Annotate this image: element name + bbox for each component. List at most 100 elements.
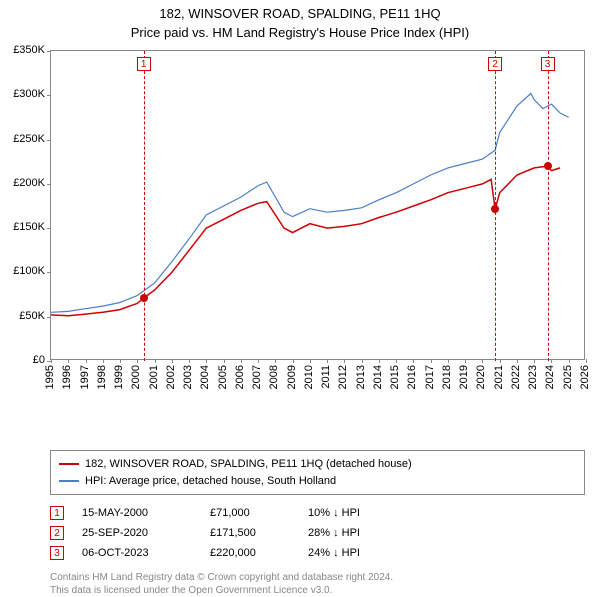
x-tick <box>431 359 432 363</box>
event-dot <box>544 162 552 170</box>
y-axis-label: £100K <box>0 265 45 277</box>
y-axis-label: £150K <box>0 221 45 233</box>
event-price: £220,000 <box>210 547 290 559</box>
x-axis-label: 2004 <box>199 365 211 389</box>
x-tick <box>517 359 518 363</box>
hpi-line <box>51 94 569 313</box>
legend-row: 182, WINSOVER ROAD, SPALDING, PE11 1HQ (… <box>59 456 576 473</box>
y-tick <box>47 317 51 318</box>
x-axis-label: 2019 <box>458 365 470 389</box>
x-tick <box>68 359 69 363</box>
x-tick <box>275 359 276 363</box>
event-row: 306-OCT-2023£220,00024% ↓ HPI <box>50 543 585 563</box>
legend-swatch <box>59 480 79 482</box>
event-marker-box: 3 <box>541 57 555 71</box>
y-axis-label: £0 <box>0 354 45 366</box>
x-tick <box>551 359 552 363</box>
x-axis-label: 2020 <box>475 365 487 389</box>
x-tick <box>103 359 104 363</box>
x-tick <box>137 359 138 363</box>
event-dot <box>491 205 499 213</box>
footer-line-2: This data is licensed under the Open Gov… <box>50 584 585 597</box>
x-axis-label: 2005 <box>217 365 229 389</box>
x-axis-label: 1996 <box>61 365 73 389</box>
x-tick <box>172 359 173 363</box>
x-tick <box>189 359 190 363</box>
event-marker-inline: 2 <box>50 526 64 540</box>
x-axis-label: 2007 <box>251 365 263 389</box>
plot-region: 123 <box>50 50 585 360</box>
y-axis-label: £250K <box>0 133 45 145</box>
x-tick <box>569 359 570 363</box>
x-axis-label: 1998 <box>96 365 108 389</box>
title-subtitle: Price paid vs. HM Land Registry's House … <box>0 25 600 42</box>
x-tick <box>86 359 87 363</box>
x-tick <box>465 359 466 363</box>
x-tick <box>258 359 259 363</box>
x-tick <box>534 359 535 363</box>
y-axis-label: £300K <box>0 88 45 100</box>
x-axis-label: 2023 <box>527 365 539 389</box>
x-axis-label: 2001 <box>148 365 160 389</box>
x-tick <box>344 359 345 363</box>
x-tick <box>310 359 311 363</box>
x-tick <box>448 359 449 363</box>
x-tick <box>51 359 52 363</box>
footer-attribution: Contains HM Land Registry data © Crown c… <box>50 571 585 597</box>
y-axis-label: £50K <box>0 310 45 322</box>
x-tick <box>155 359 156 363</box>
y-tick <box>47 184 51 185</box>
title-address: 182, WINSOVER ROAD, SPALDING, PE11 1HQ <box>0 6 600 23</box>
x-axis-label: 2022 <box>510 365 522 389</box>
x-axis-label: 2006 <box>234 365 246 389</box>
x-tick <box>327 359 328 363</box>
legend-label: HPI: Average price, detached house, Sout… <box>85 473 336 490</box>
x-axis-label: 2015 <box>389 365 401 389</box>
event-diff: 10% ↓ HPI <box>308 507 408 519</box>
x-axis-label: 2025 <box>562 365 574 389</box>
x-axis-label: 2016 <box>406 365 418 389</box>
x-tick <box>396 359 397 363</box>
y-axis-label: £350K <box>0 44 45 56</box>
x-tick <box>586 359 587 363</box>
event-marker-inline: 1 <box>50 506 64 520</box>
chart-container: 182, WINSOVER ROAD, SPALDING, PE11 1HQ P… <box>0 0 600 590</box>
event-dot <box>140 294 148 302</box>
x-axis-label: 1995 <box>44 365 56 389</box>
y-tick <box>47 272 51 273</box>
event-date: 25-SEP-2020 <box>82 527 192 539</box>
y-tick <box>47 95 51 96</box>
legend-panel: 182, WINSOVER ROAD, SPALDING, PE11 1HQ (… <box>50 450 585 597</box>
event-marker-inline: 3 <box>50 546 64 560</box>
x-axis-label: 2017 <box>424 365 436 389</box>
legend-swatch <box>59 463 79 465</box>
event-price: £71,000 <box>210 507 290 519</box>
x-axis-label: 2018 <box>441 365 453 389</box>
x-axis-label: 2010 <box>303 365 315 389</box>
event-price: £171,500 <box>210 527 290 539</box>
x-axis-label: 2014 <box>372 365 384 389</box>
y-axis-label: £200K <box>0 177 45 189</box>
x-tick <box>362 359 363 363</box>
x-axis-label: 2021 <box>493 365 505 389</box>
x-axis-label: 2003 <box>182 365 194 389</box>
y-tick <box>47 51 51 52</box>
event-diff: 28% ↓ HPI <box>308 527 408 539</box>
legend-label: 182, WINSOVER ROAD, SPALDING, PE11 1HQ (… <box>85 456 412 473</box>
x-tick <box>482 359 483 363</box>
footer-line-1: Contains HM Land Registry data © Crown c… <box>50 571 585 584</box>
x-tick <box>500 359 501 363</box>
event-vline <box>144 51 145 361</box>
event-table: 1 15-MAY-2000 £71,000 10% ↓ HPI 2 25-SEP-2020… <box>50 503 585 563</box>
x-tick <box>241 359 242 363</box>
chart-area: 123 £0£50K£100K£150K£200K£250K£300K£350K… <box>50 50 585 400</box>
x-tick <box>293 359 294 363</box>
x-axis-label: 2026 <box>579 365 591 389</box>
x-axis-label: 2009 <box>286 365 298 389</box>
line-chart-svg <box>51 51 586 361</box>
event-row: 1 15-MAY-2000 £71,000 10% ↓ HPI <box>50 503 585 523</box>
x-axis-label: 2013 <box>355 365 367 389</box>
x-axis-label: 2000 <box>130 365 142 389</box>
event-date: 15-MAY-2000 <box>82 507 192 519</box>
x-axis-label: 2024 <box>544 365 556 389</box>
